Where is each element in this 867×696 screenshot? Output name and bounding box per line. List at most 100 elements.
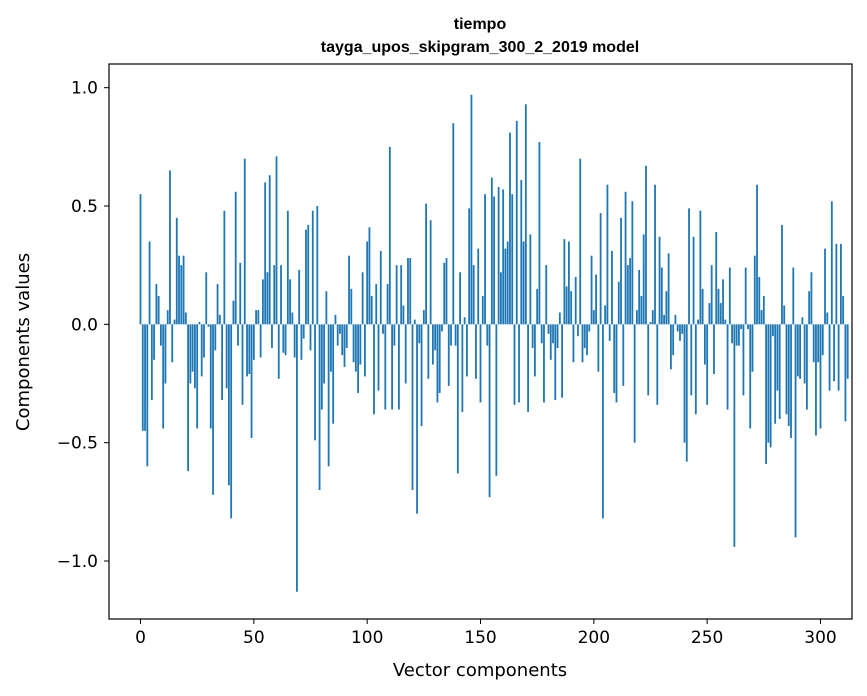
bar xyxy=(490,177,493,325)
bar xyxy=(592,310,595,325)
plot-frame xyxy=(108,63,853,620)
bar xyxy=(266,272,269,325)
bar xyxy=(404,324,407,384)
bar xyxy=(364,324,366,377)
bar xyxy=(200,324,203,377)
bar xyxy=(590,255,593,325)
bar xyxy=(527,324,529,412)
bar xyxy=(710,265,713,325)
bar xyxy=(817,324,820,363)
bar xyxy=(413,319,416,325)
bar xyxy=(309,324,312,351)
bar xyxy=(744,267,747,325)
bar xyxy=(255,310,258,325)
x-axis-ticks: 0 50 100 150 200 250 300 xyxy=(135,619,837,648)
bar xyxy=(728,267,731,325)
bar xyxy=(830,201,833,325)
bar xyxy=(203,324,205,358)
y-axis-ticks: −1.0 −0.5 0.0 0.5 1.0 xyxy=(57,79,109,572)
bar xyxy=(234,191,237,325)
bar xyxy=(617,281,620,325)
bar xyxy=(733,324,736,547)
bar xyxy=(182,255,185,325)
bar xyxy=(608,324,611,341)
bar xyxy=(801,317,804,325)
bar xyxy=(384,324,387,410)
bar xyxy=(504,248,507,325)
bar xyxy=(157,295,160,325)
bar xyxy=(622,324,625,386)
bar xyxy=(640,295,643,325)
bar xyxy=(196,324,199,429)
bar xyxy=(397,324,400,410)
bar xyxy=(370,295,373,325)
bar xyxy=(373,324,375,415)
bar xyxy=(354,324,357,372)
bar xyxy=(740,324,743,330)
bar xyxy=(454,324,457,346)
bar xyxy=(624,191,627,325)
bar xyxy=(819,324,822,429)
bar xyxy=(620,217,622,325)
bar xyxy=(429,220,432,325)
bar xyxy=(844,324,847,422)
bar xyxy=(658,236,661,325)
bar xyxy=(411,324,414,491)
bar xyxy=(805,324,808,410)
bar xyxy=(268,175,271,325)
bar xyxy=(679,324,681,341)
bar xyxy=(484,194,486,325)
bar xyxy=(690,324,693,396)
bar xyxy=(332,324,335,424)
bar xyxy=(540,324,543,344)
bar xyxy=(488,324,491,498)
bar xyxy=(248,324,251,375)
bar xyxy=(366,241,369,325)
y-tick-label: 0.5 xyxy=(71,197,98,217)
bar xyxy=(223,210,226,325)
bar xyxy=(445,258,448,325)
bar xyxy=(762,295,765,325)
bar xyxy=(357,324,360,393)
bar xyxy=(756,184,758,325)
bar xyxy=(463,317,466,325)
bar xyxy=(563,239,566,325)
bar xyxy=(218,314,221,325)
bar xyxy=(588,324,591,332)
bar xyxy=(330,324,332,372)
bar xyxy=(493,196,495,325)
bar xyxy=(318,324,321,491)
bar xyxy=(246,324,248,377)
bar xyxy=(715,232,718,325)
x-axis-label: Vector components xyxy=(393,660,567,681)
bar xyxy=(416,324,418,514)
bar xyxy=(452,123,455,325)
bar xyxy=(810,272,813,325)
bar xyxy=(799,324,801,379)
bar xyxy=(286,210,289,325)
bar xyxy=(212,324,214,495)
bar xyxy=(472,265,475,325)
bar xyxy=(660,267,663,325)
bar xyxy=(751,324,754,372)
bar xyxy=(778,324,781,420)
bar xyxy=(280,265,282,325)
bar xyxy=(586,324,588,356)
bar xyxy=(495,324,498,476)
bar xyxy=(475,324,477,379)
bar xyxy=(663,314,665,325)
y-tick-label: 1.0 xyxy=(71,79,98,99)
bar xyxy=(166,310,169,325)
bar xyxy=(438,324,441,393)
bar xyxy=(141,324,144,431)
bar xyxy=(513,324,516,405)
bar xyxy=(409,258,412,325)
bar xyxy=(465,324,468,377)
bar xyxy=(726,324,729,410)
bar xyxy=(785,324,788,415)
bar xyxy=(298,269,301,325)
bar xyxy=(821,324,824,356)
bar xyxy=(558,312,561,325)
bar xyxy=(835,243,838,325)
